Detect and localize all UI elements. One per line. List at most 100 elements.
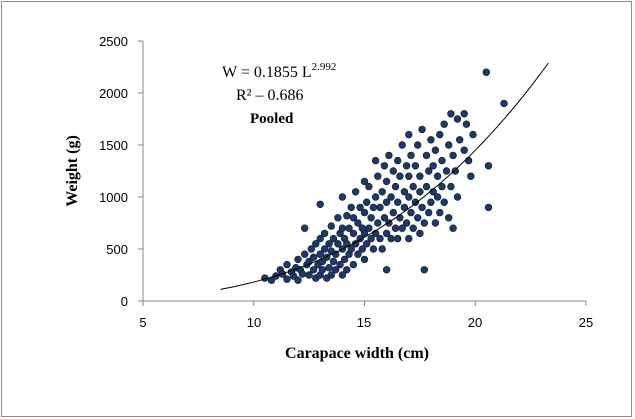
equation-annotation: W = 0.1855 L2.992 R² – 0.686 Pooled <box>222 61 336 127</box>
data-point <box>460 146 468 154</box>
data-point <box>380 214 389 222</box>
data-point <box>442 167 451 175</box>
data-point <box>309 266 318 274</box>
data-point <box>400 203 409 212</box>
y-tick-label: 1000 <box>99 190 128 205</box>
y-axis-title: Weight (g) <box>64 135 81 207</box>
equation-exponent: 2.992 <box>312 61 337 73</box>
data-point <box>369 245 378 253</box>
data-point <box>409 182 417 191</box>
data-point <box>301 250 309 258</box>
data-point <box>469 130 477 139</box>
data-point <box>283 275 291 283</box>
data-point <box>329 257 338 266</box>
data-point <box>402 219 411 227</box>
data-point <box>394 198 402 206</box>
y-tick-label: 1500 <box>99 138 128 153</box>
data-point <box>416 229 424 238</box>
data-point <box>422 151 431 160</box>
data-point <box>440 198 448 206</box>
data-point <box>371 193 380 201</box>
data-point <box>445 214 453 222</box>
data-point <box>414 214 422 222</box>
data-point <box>340 255 349 264</box>
data-point <box>464 156 473 165</box>
data-point <box>453 115 462 123</box>
data-point <box>320 245 329 253</box>
data-point <box>325 264 333 272</box>
data-point <box>347 245 355 253</box>
data-point <box>407 151 415 160</box>
data-point <box>378 188 386 196</box>
data-point <box>453 193 462 201</box>
data-point <box>316 200 324 209</box>
data-point <box>409 224 417 232</box>
y-tick-label: 2500 <box>99 34 128 49</box>
data-point <box>345 224 353 232</box>
data-point <box>318 266 327 274</box>
data-point <box>436 130 444 139</box>
y-tick-labels: 0 500 1000 1500 2000 2500 <box>99 34 128 309</box>
data-point <box>482 68 490 76</box>
data-point <box>283 260 291 269</box>
y-tick-label: 0 <box>121 294 128 309</box>
data-point <box>396 214 404 222</box>
plot-area <box>138 40 587 306</box>
data-point <box>316 234 324 243</box>
x-tick-labels: 5 10 15 20 25 <box>139 315 593 330</box>
data-point <box>402 162 411 170</box>
data-point <box>456 136 464 144</box>
x-tick-label: 10 <box>247 315 261 330</box>
r-squared-text: R² – 0.686 <box>236 87 303 104</box>
data-point <box>298 270 307 278</box>
data-point <box>433 172 442 180</box>
data-point <box>367 214 375 222</box>
data-point <box>316 250 324 258</box>
data-point <box>484 203 493 212</box>
x-tick-label: 20 <box>468 315 482 330</box>
data-point <box>327 271 335 279</box>
data-point <box>374 172 382 180</box>
data-point <box>389 167 397 175</box>
data-point <box>451 167 459 175</box>
data-point <box>312 240 320 248</box>
data-point <box>349 260 358 269</box>
data-point <box>396 172 404 180</box>
data-point <box>354 219 362 227</box>
data-point <box>349 214 358 222</box>
data-point <box>294 276 302 284</box>
data-point <box>360 177 369 186</box>
data-point <box>416 172 424 180</box>
data-point <box>436 208 444 217</box>
y-tick-label: 500 <box>106 242 128 257</box>
data-point <box>387 234 395 243</box>
data-point <box>425 208 433 217</box>
data-point <box>398 141 406 149</box>
data-point <box>363 198 371 206</box>
x-axis-title: Carapace width (cm) <box>285 345 429 362</box>
data-point <box>407 208 415 217</box>
data-point <box>484 162 493 170</box>
data-point <box>422 182 431 191</box>
data-point <box>405 130 413 139</box>
data-point <box>425 167 433 175</box>
data-point <box>329 234 338 243</box>
data-point <box>411 162 420 170</box>
data-point <box>438 156 446 165</box>
data-point <box>420 266 428 274</box>
data-point <box>349 229 358 238</box>
data-point <box>376 203 384 212</box>
data-point <box>365 182 373 191</box>
data-point <box>325 240 333 248</box>
data-point <box>360 208 369 217</box>
data-point <box>380 162 389 170</box>
data-point <box>429 162 437 170</box>
data-point <box>320 229 329 238</box>
data-point <box>500 99 508 108</box>
data-point <box>394 234 402 243</box>
data-point <box>347 203 355 212</box>
data-point <box>367 234 375 243</box>
equation-text: W = 0.1855 L2.992 <box>222 61 336 81</box>
data-point <box>433 193 442 201</box>
